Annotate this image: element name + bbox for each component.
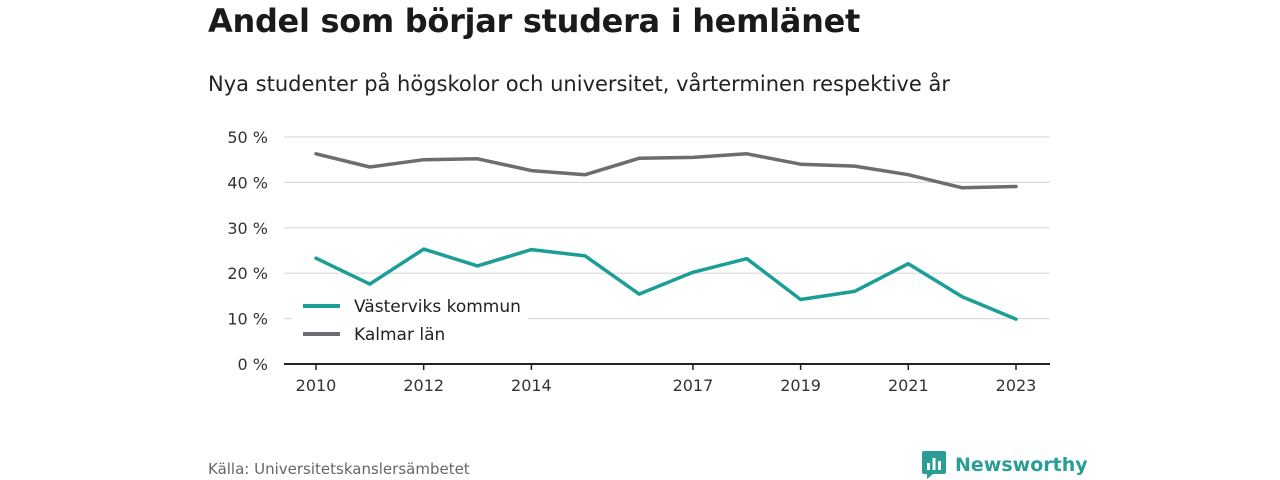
y-tick-label: 0 % [238,355,268,374]
brand-name: Newsworthy [955,454,1088,476]
y-tick-label: 40 % [227,173,268,192]
x-tick-label: 2021 [888,376,929,395]
y-tick-label: 50 % [227,128,268,147]
chart-title: Andel som börjar studera i hemlänet [208,2,860,40]
y-tick-label: 20 % [227,264,268,283]
bar-chart-logo-icon [922,451,946,479]
legend-background [292,290,528,352]
newsworthy-brand: Newsworthy [921,450,1088,480]
source-note: Källa: Universitetskanslersämbetet [208,460,470,478]
x-tick-label: 2017 [673,376,714,395]
x-tick-label: 2023 [996,376,1037,395]
x-tick-label: 2014 [511,376,552,395]
legend-label: Kalmar län [354,325,445,345]
series-line-vasterviks-kommun [314,247,1018,321]
y-tick-label: 30 % [227,219,268,238]
chart-subtitle: Nya studenter på högskolor och universit… [208,72,950,96]
series-line-kalmar-lan [314,152,1018,190]
x-tick-label: 2012 [403,376,444,395]
x-tick-label: 2010 [296,376,337,395]
y-tick-label: 10 % [227,310,268,329]
legend-label: Västerviks kommun [354,297,521,317]
line-chart: 0 % 10 % 20 % 30 % 40 % 50 % 2010 2012 2014 2017 2… [227,128,1050,395]
x-tick-label: 2019 [780,376,821,395]
